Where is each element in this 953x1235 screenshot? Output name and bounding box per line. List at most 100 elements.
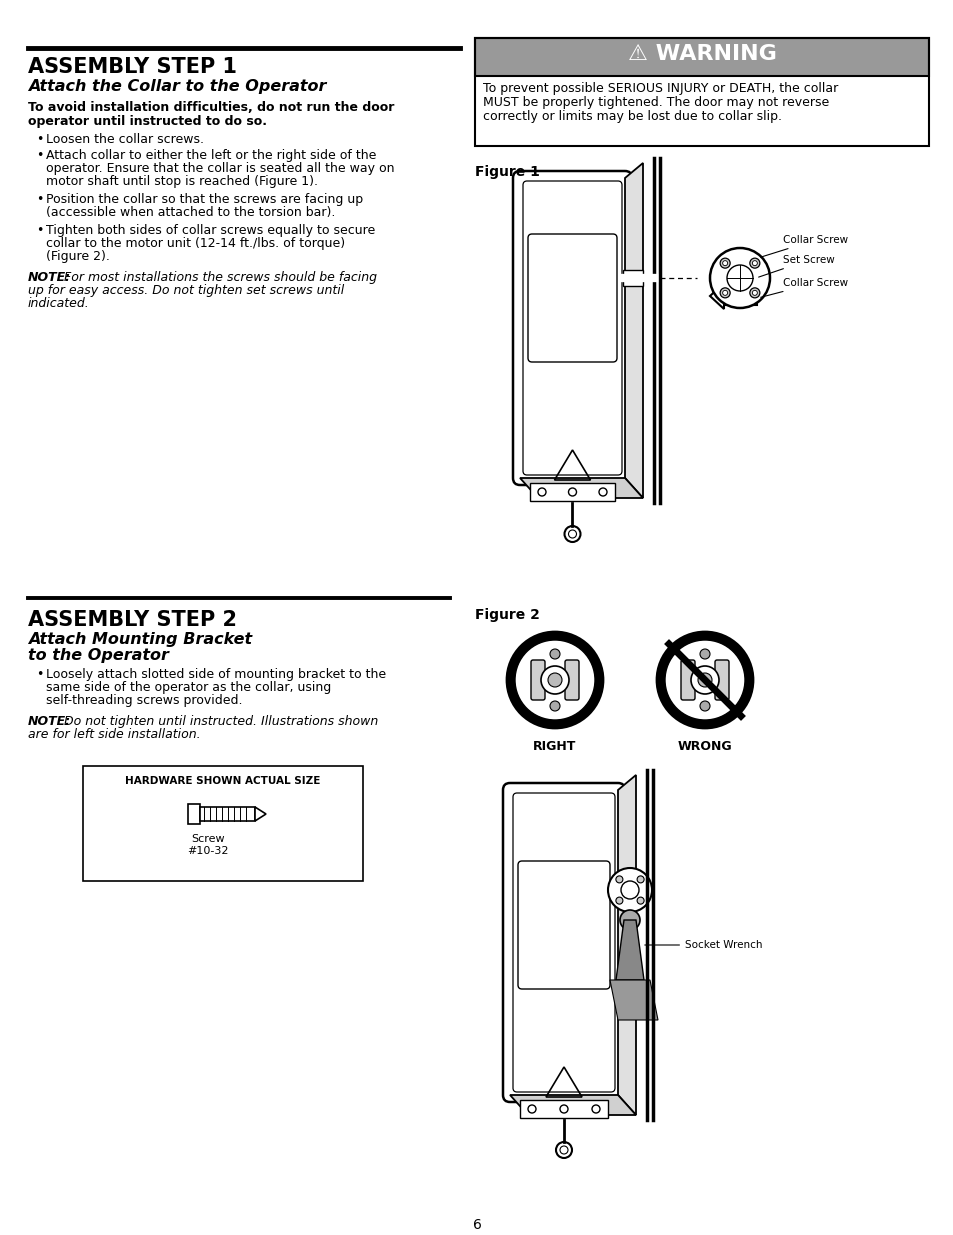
Polygon shape [616, 920, 643, 981]
Text: RIGHT: RIGHT [533, 740, 576, 753]
FancyBboxPatch shape [680, 659, 695, 700]
Circle shape [664, 640, 744, 720]
Circle shape [690, 666, 719, 694]
Text: HARDWARE SHOWN ACTUAL SIZE: HARDWARE SHOWN ACTUAL SIZE [125, 776, 320, 785]
Text: Figure 1: Figure 1 [475, 165, 539, 179]
Circle shape [698, 673, 711, 687]
Circle shape [550, 701, 559, 711]
Text: Collar Screw: Collar Screw [760, 278, 847, 298]
Text: NOTE:: NOTE: [28, 270, 71, 284]
Text: Collar Screw: Collar Screw [760, 235, 847, 257]
FancyArrow shape [709, 283, 757, 309]
Circle shape [637, 876, 643, 883]
Circle shape [720, 288, 729, 298]
Bar [622, 270, 642, 287]
Text: to the Operator: to the Operator [28, 648, 169, 663]
Text: Socket Wrench: Socket Wrench [644, 940, 761, 950]
Circle shape [637, 897, 643, 904]
Text: Attach Mounting Bracket: Attach Mounting Bracket [28, 632, 252, 647]
Text: 6: 6 [472, 1218, 481, 1233]
Polygon shape [624, 163, 642, 498]
Text: (accessible when attached to the torsion bar).: (accessible when attached to the torsion… [46, 206, 335, 219]
Text: Attach collar to either the left or the right side of the: Attach collar to either the left or the … [46, 149, 376, 162]
Text: •: • [36, 149, 43, 162]
Text: ⚠ WARNING: ⚠ WARNING [627, 44, 776, 64]
FancyBboxPatch shape [502, 783, 624, 1102]
Bar [475, 38, 928, 146]
Bar [530, 483, 615, 501]
FancyBboxPatch shape [513, 170, 631, 485]
Circle shape [616, 876, 622, 883]
Text: Figure 2: Figure 2 [475, 608, 539, 622]
Bar [519, 1100, 607, 1118]
Circle shape [547, 673, 561, 687]
Circle shape [709, 248, 769, 308]
Text: ASSEMBLY STEP 1: ASSEMBLY STEP 1 [28, 57, 236, 77]
Circle shape [515, 640, 595, 720]
FancyBboxPatch shape [714, 659, 728, 700]
Circle shape [616, 897, 622, 904]
Text: Do not tighten until instructed. Illustrations shown: Do not tighten until instructed. Illustr… [60, 715, 377, 727]
Text: Position the collar so that the screws are facing up: Position the collar so that the screws a… [46, 193, 363, 206]
Circle shape [540, 666, 568, 694]
Text: indicated.: indicated. [28, 296, 90, 310]
Text: motor shaft until stop is reached (Figure 1).: motor shaft until stop is reached (Figur… [46, 175, 317, 188]
Circle shape [749, 258, 759, 268]
Text: To prevent possible SERIOUS INJURY or DEATH, the collar: To prevent possible SERIOUS INJURY or DE… [482, 82, 838, 95]
Circle shape [721, 290, 727, 295]
Text: self-threading screws provided.: self-threading screws provided. [46, 694, 242, 706]
Text: To avoid installation difficulties, do not run the door: To avoid installation difficulties, do n… [28, 101, 394, 114]
Text: MUST be properly tightened. The door may not reverse: MUST be properly tightened. The door may… [482, 96, 828, 109]
Circle shape [619, 910, 639, 930]
Polygon shape [519, 478, 642, 498]
Text: Loosen the collar screws.: Loosen the collar screws. [46, 133, 204, 146]
Circle shape [700, 650, 709, 659]
Text: #10-32: #10-32 [187, 846, 229, 856]
Circle shape [721, 261, 727, 266]
Text: ASSEMBLY STEP 2: ASSEMBLY STEP 2 [28, 610, 236, 630]
Polygon shape [254, 806, 266, 821]
Circle shape [620, 881, 639, 899]
Text: Screw: Screw [191, 834, 225, 844]
Text: correctly or limits may be lost due to collar slip.: correctly or limits may be lost due to c… [482, 110, 781, 124]
Text: same side of the operator as the collar, using: same side of the operator as the collar,… [46, 680, 331, 694]
Circle shape [506, 632, 602, 727]
Text: For most installations the screws should be facing: For most installations the screws should… [60, 270, 376, 284]
Text: •: • [36, 668, 43, 680]
Bar [83, 766, 363, 881]
Text: WRONG: WRONG [677, 740, 732, 753]
Text: Tighten both sides of collar screws equally to secure: Tighten both sides of collar screws equa… [46, 224, 375, 237]
FancyBboxPatch shape [527, 233, 617, 362]
Text: (Figure 2).: (Figure 2). [46, 249, 110, 263]
Text: NOTE:: NOTE: [28, 715, 71, 727]
Text: Loosely attach slotted side of mounting bracket to the: Loosely attach slotted side of mounting … [46, 668, 386, 680]
Circle shape [752, 290, 757, 295]
Circle shape [657, 632, 752, 727]
Circle shape [752, 261, 757, 266]
Text: up for easy access. Do not tighten set screws until: up for easy access. Do not tighten set s… [28, 284, 344, 296]
Text: •: • [36, 193, 43, 206]
Text: operator until instructed to do so.: operator until instructed to do so. [28, 115, 267, 128]
FancyBboxPatch shape [531, 659, 544, 700]
Bar [200, 806, 254, 821]
Circle shape [749, 288, 759, 298]
Circle shape [550, 650, 559, 659]
Text: are for left side installation.: are for left side installation. [28, 727, 200, 741]
Text: Set Screw: Set Screw [758, 254, 834, 277]
Text: •: • [36, 133, 43, 146]
Text: Attach the Collar to the Operator: Attach the Collar to the Operator [28, 79, 326, 94]
Bar [475, 38, 928, 77]
Polygon shape [188, 804, 200, 824]
Circle shape [726, 266, 752, 291]
Polygon shape [609, 981, 658, 1020]
Circle shape [607, 868, 651, 911]
Polygon shape [510, 1095, 636, 1115]
Text: operator. Ensure that the collar is seated all the way on: operator. Ensure that the collar is seat… [46, 162, 395, 175]
FancyBboxPatch shape [564, 659, 578, 700]
Text: collar to the motor unit (12-14 ft./lbs. of torque): collar to the motor unit (12-14 ft./lbs.… [46, 237, 345, 249]
Circle shape [700, 701, 709, 711]
Text: •: • [36, 224, 43, 237]
Polygon shape [618, 776, 636, 1115]
FancyBboxPatch shape [517, 861, 609, 989]
Circle shape [720, 258, 729, 268]
